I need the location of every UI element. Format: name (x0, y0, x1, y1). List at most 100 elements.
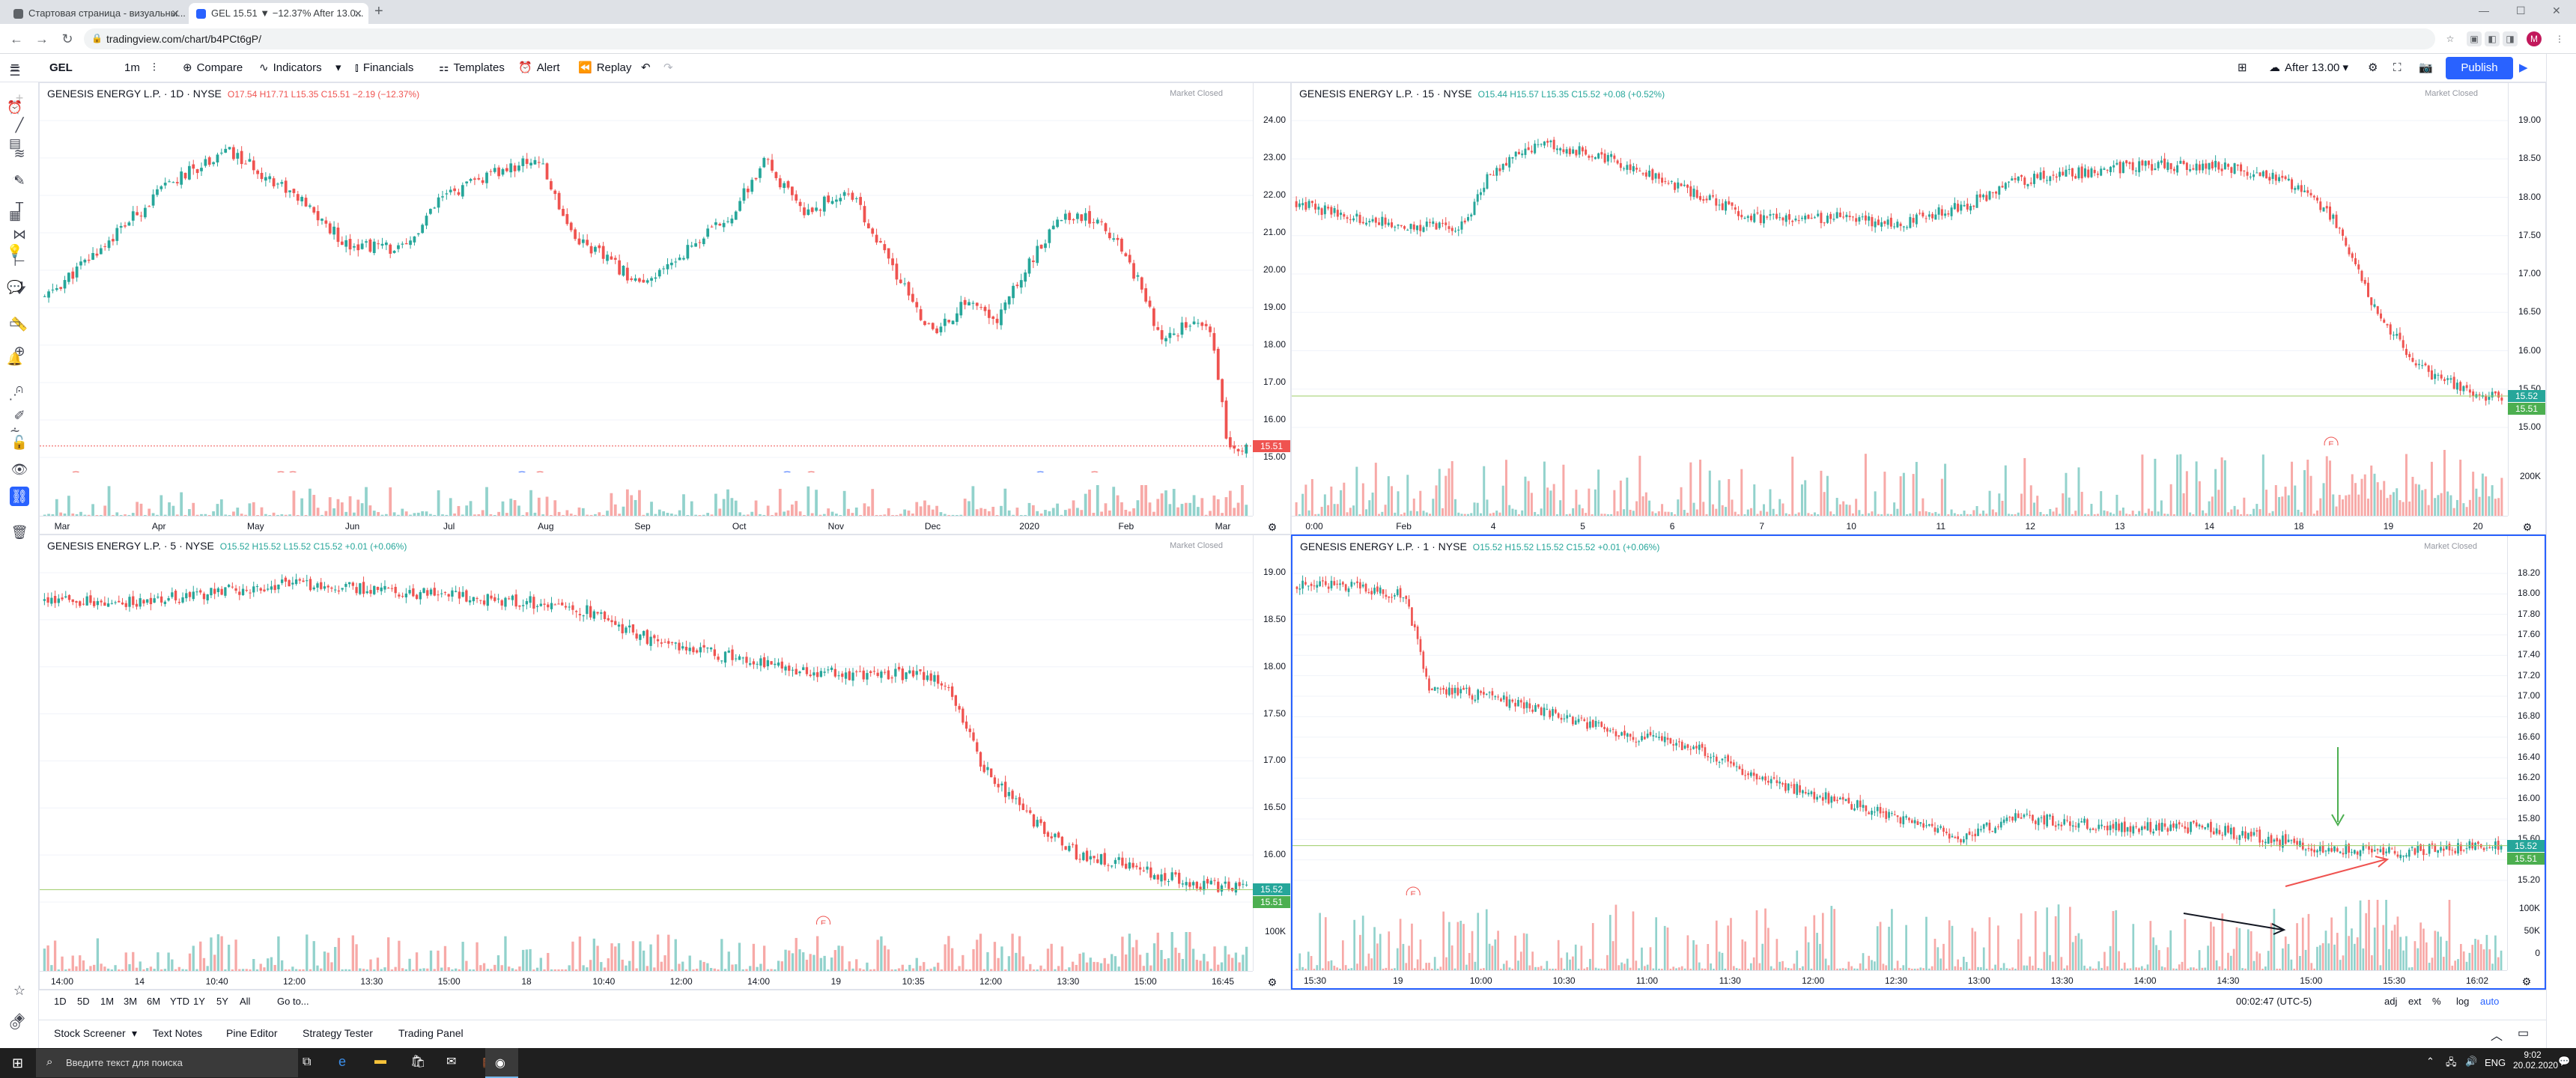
hotlist-icon[interactable]: ◔ (10, 172, 19, 186)
scale-option-log[interactable]: log (2456, 996, 2470, 1007)
gear-icon[interactable]: ⚙ (2522, 521, 2533, 533)
indicators-button[interactable]: ∿ Indicators (259, 58, 322, 78)
templates-button[interactable]: ⚏ Templates (439, 58, 505, 78)
profile-avatar[interactable]: M (2527, 31, 2542, 46)
chart-type-icon[interactable]: ⫶ (153, 61, 156, 74)
gear-icon[interactable]: ⚙ (2521, 975, 2532, 987)
event-marker[interactable] (1406, 886, 1421, 895)
maximize-panel-icon[interactable]: ▭ (2518, 1027, 2530, 1040)
new-tab-button[interactable]: + (374, 3, 383, 19)
range-button-5y[interactable]: 5Y (216, 996, 228, 1007)
prediction-icon[interactable]: ⊢ (13, 254, 25, 269)
gear-icon[interactable]: ⚙ (1267, 976, 1278, 988)
menu-dots-icon[interactable]: ⋮ (2555, 34, 2564, 44)
layout-name-button[interactable]: ☁ After 13.00 ▾ (2269, 58, 2348, 78)
black-arrow-annotation[interactable] (2183, 913, 2283, 931)
text-tool-icon[interactable]: T (15, 200, 24, 215)
browser-tab-start[interactable]: Стартовая страница - визуальны... ✕ (6, 3, 186, 24)
goto-button[interactable]: Go to... (277, 996, 309, 1007)
zoom-icon[interactable]: ⊕ (13, 344, 25, 359)
price-scale[interactable]: 18.20 18.00 17.80 17.60 17.40 17.20 17.00 16.80… (2507, 536, 2545, 970)
range-button-3m[interactable]: 3M (124, 996, 138, 1007)
range-button-1m[interactable]: 1M (100, 996, 115, 1007)
range-button-1d[interactable]: 1D (54, 996, 67, 1007)
time-scale[interactable]: Mar Apr May Jun Jul Aug Sep Oct Nov Dec 2020 Feb Mar… (40, 516, 1277, 534)
back-icon[interactable]: ← (10, 31, 23, 46)
hamburger-menu-icon[interactable]: ≡ (10, 60, 19, 76)
data-window-icon[interactable]: ▤ (8, 136, 22, 150)
chart-pane-15m[interactable]: GENESIS ENERGY L.P. · 15 · NYSE O15.44 H1… (1291, 82, 2546, 535)
time-scale[interactable]: 14:00 14 10:40 12:00 13:30 15:00 18 10:40 12:00 1… (40, 971, 1277, 989)
bottom-tab-text-notes[interactable]: Text Notes (153, 1027, 203, 1039)
star-icon[interactable]: ☆ (13, 983, 26, 998)
layers-icon[interactable]: ◈ (14, 1010, 25, 1025)
scale-option-ext[interactable]: ext (2408, 996, 2422, 1007)
publish-button[interactable]: Publish (2446, 57, 2513, 79)
order-panel-icon[interactable]: ⋰ (8, 388, 22, 402)
price-scale[interactable]: 19.0018.5018.0017.5017.0016.5016.0015.50… (1253, 535, 1290, 971)
streams-icon[interactable]: ▭ (8, 316, 22, 330)
price-scale[interactable]: 24.00 23.00 22.00 21.00 20.00 19.00 18.00 17.00… (1253, 83, 1290, 516)
edge-icon[interactable]: e (338, 1054, 347, 1069)
explorer-folder-icon[interactable]: ▬ (374, 1054, 386, 1067)
chevron-down-icon[interactable]: ▾ (132, 1027, 138, 1039)
range-button-5d[interactable]: 5D (77, 996, 90, 1007)
chrome-taskbar-button[interactable]: ◉ (485, 1048, 518, 1078)
action-center-icon[interactable]: 💬 (2558, 1056, 2571, 1067)
scale-option-percent[interactable]: % (2432, 996, 2441, 1007)
bookmark-star-icon[interactable]: ☆ (2446, 34, 2455, 44)
eye-icon[interactable]: 👁 (10, 462, 28, 477)
url-input[interactable]: tradingview.com/chart/b4PCt6gP/ (84, 28, 2435, 49)
language-indicator[interactable]: ENG (2485, 1057, 2506, 1068)
lock-drawings-icon[interactable]: 🔓 (10, 435, 28, 450)
redo-icon[interactable]: ↷ (663, 61, 673, 74)
range-button-6m[interactable]: 6M (147, 996, 161, 1007)
alert-button[interactable]: ⏰ Alert (518, 58, 560, 78)
notifications-icon[interactable]: 🔔 (7, 352, 23, 366)
store-icon[interactable]: 🛍 (410, 1056, 426, 1068)
browser-tab-gel[interactable]: GEL 15.51 ▼ −12.37% After 13.0... ✕ (189, 3, 368, 24)
range-button-1y[interactable]: 1Y (193, 996, 205, 1007)
chart-pane-1m[interactable]: GENESIS ENERGY L.P. · 1 · NYSE O15.52 H15… (1291, 535, 2546, 990)
taskbar-clock[interactable]: 9:02 20.02.2020 (2513, 1050, 2558, 1071)
tray-chevron-icon[interactable]: ⌃ (2426, 1056, 2434, 1067)
volume-icon[interactable]: 🔊 (2465, 1056, 2478, 1067)
extension-icon[interactable]: ▣ (2467, 31, 2482, 46)
layout-grid-icon[interactable]: ⊞ (2238, 61, 2247, 74)
undo-icon[interactable]: ↶ (641, 61, 651, 74)
trend-line-icon[interactable]: ╱ (15, 118, 24, 133)
financials-button[interactable]: ⫾ Financials (355, 58, 413, 78)
watchlist-icon[interactable]: ☰ (9, 64, 21, 79)
magnet-icon[interactable]: ∩ (14, 381, 25, 396)
scale-option-adj[interactable]: adj (2384, 996, 2398, 1007)
mail-icon[interactable]: ✉ (446, 1056, 457, 1068)
range-button-all[interactable]: All (240, 996, 251, 1007)
windows-start-icon[interactable]: ⊞ (12, 1056, 24, 1071)
help-icon[interactable]: ◎ (9, 1017, 21, 1031)
fib-icon[interactable]: ≋ (13, 146, 25, 161)
interval-button[interactable]: 1m (124, 58, 140, 78)
play-circle-icon[interactable]: ▶ (2519, 61, 2528, 74)
event-marker[interactable] (816, 916, 830, 925)
bottom-tab-trading-panel[interactable]: Trading Panel (398, 1027, 464, 1039)
price-chart[interactable]: E (1292, 536, 2507, 895)
chat-icon[interactable]: 💬 (7, 280, 23, 294)
chart-pane-5m[interactable]: GENESIS ENERGY L.P. · 5 · NYSE O15.52 H15… (39, 535, 1291, 990)
pattern-icon[interactable]: ⋈ (13, 227, 26, 242)
extension-icon[interactable]: ◧ (2485, 31, 2500, 46)
collapse-panel-icon[interactable]: ︿ (2491, 1030, 2503, 1043)
brush-icon[interactable]: ✎ (13, 173, 25, 188)
price-chart[interactable]: E (40, 535, 1253, 925)
bottom-tab-stock-screener[interactable]: Stock Screener (54, 1027, 126, 1039)
trash-icon[interactable]: 🗑 (10, 525, 28, 540)
gear-icon[interactable]: ⚙ (1267, 521, 1278, 533)
maximize-icon[interactable]: ☐ (2516, 4, 2526, 16)
ideas-icon[interactable]: 💡 (7, 244, 23, 258)
close-window-icon[interactable]: ✕ (2552, 4, 2561, 16)
replay-button[interactable]: ⏪ Replay (578, 58, 631, 78)
ruler-icon[interactable]: 📏 (10, 317, 28, 332)
dom-icon[interactable]: ⩪ (9, 424, 21, 438)
reload-icon[interactable]: ↻ (61, 31, 73, 46)
task-view-icon[interactable]: ⧉ (303, 1056, 312, 1068)
scale-option-auto[interactable]: auto (2480, 996, 2500, 1007)
